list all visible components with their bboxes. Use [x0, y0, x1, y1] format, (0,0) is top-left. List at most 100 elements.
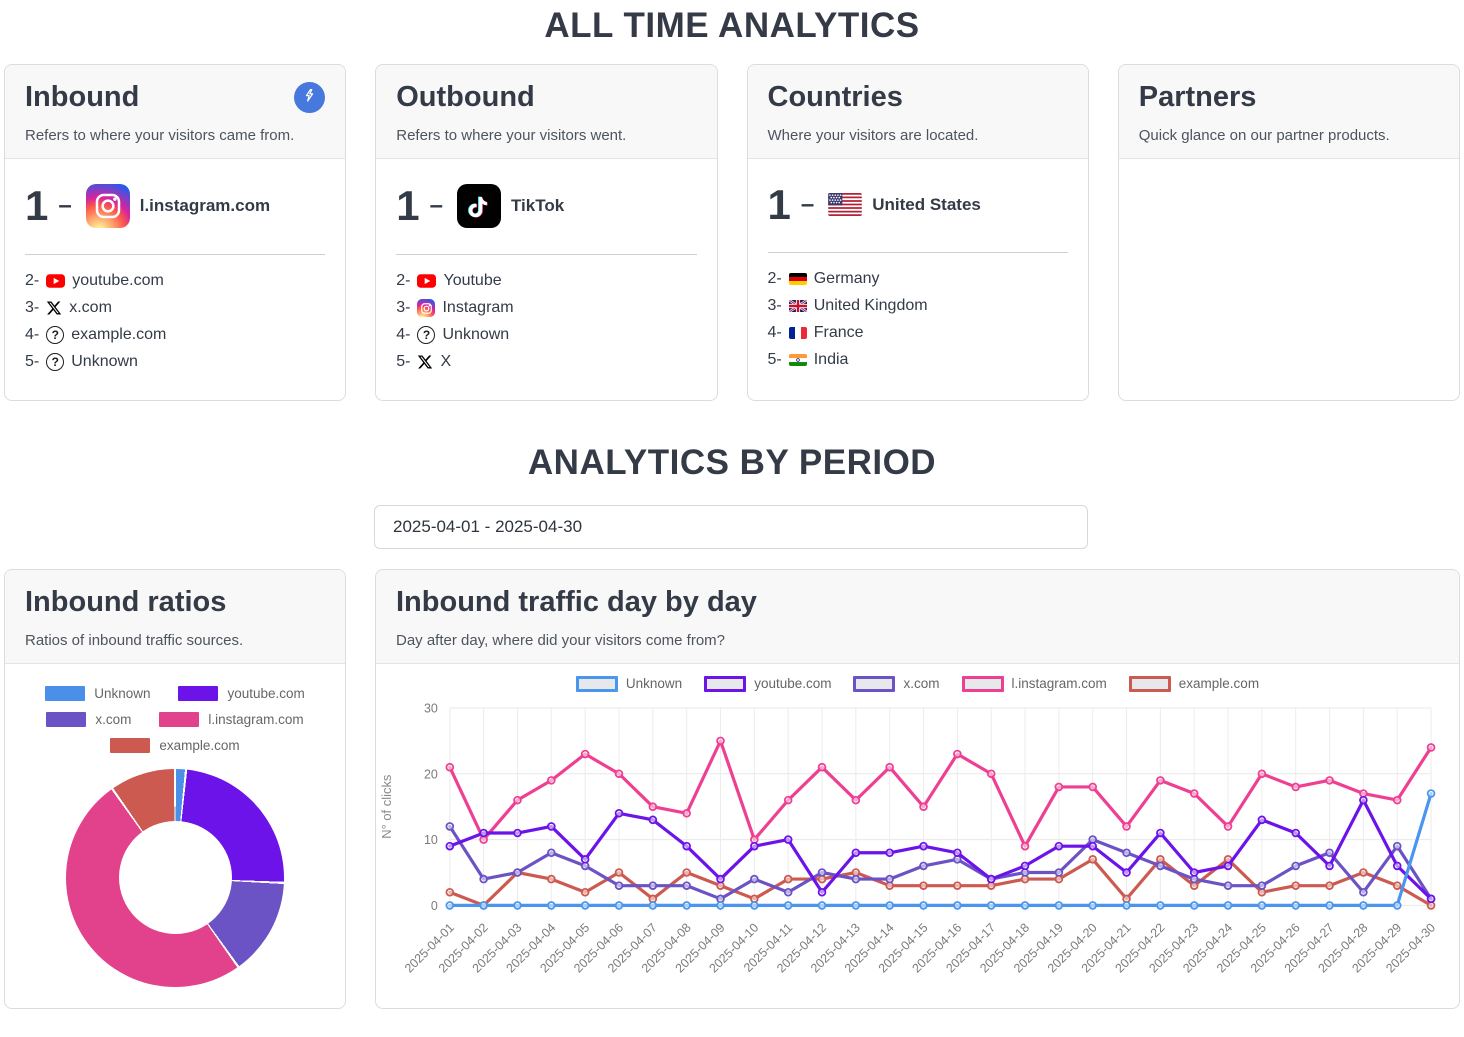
inbound-card-header: Inbound Refers to where your visitors ca… — [5, 65, 346, 159]
outbound-card-subtitle: Refers to where your visitors went. — [396, 126, 627, 144]
x-icon — [46, 300, 62, 316]
inbound-top-item: 1 – l.instagram.com — [25, 181, 271, 229]
list-item: 5- X — [396, 353, 452, 371]
list-item-label: X — [440, 353, 452, 371]
ratios-card-header: Inbound ratios Ratios of inbound traffic… — [5, 570, 345, 664]
list-item: 5- ? Unknown — [25, 353, 138, 372]
list-item-label: Unknown — [71, 353, 138, 371]
divider — [25, 253, 326, 255]
list-item-label: example.com — [71, 326, 167, 344]
legend-swatch — [961, 675, 1004, 692]
inbound-ratios-donut-chart — [66, 768, 284, 987]
outbound-rank-list: 2- Youtube 3- Instagram 4- ? Unknown — [376, 271, 716, 397]
outbound-card: Outbound Refers to where your visitors w… — [375, 64, 718, 401]
list-item: 4- France — [767, 324, 864, 342]
legend-swatch — [110, 737, 151, 753]
list-item-label: Germany — [813, 270, 880, 288]
legend-item-instagram[interactable]: l.instagram.com — [159, 711, 304, 727]
outbound-card-header: Outbound Refers to where your visitors w… — [376, 65, 717, 159]
inbound-traffic-card: Inbound traffic day by day Day after day… — [375, 569, 1460, 1009]
partners-card-subtitle: Quick glance on our partner products. — [1138, 126, 1390, 144]
list-item: 4- ? example.com — [25, 326, 167, 345]
list-item: 4- ? Unknown — [396, 326, 510, 345]
flag-uk-icon — [788, 300, 807, 313]
list-item-label: Unknown — [442, 326, 510, 344]
line-chart-legend: Unknown youtube.com x.com l.instagram.co… — [386, 675, 1449, 692]
page-title: ALL TIME ANALYTICS — [544, 6, 920, 45]
lightning-bolt-icon — [301, 87, 318, 109]
svg-text:10: 10 — [424, 833, 438, 847]
divider — [767, 251, 1068, 253]
svg-text:30: 30 — [424, 701, 438, 715]
youtube-icon — [417, 274, 437, 289]
outbound-top-rank: 1 — [396, 181, 420, 229]
all-time-cards-row: Inbound Refers to where your visitors ca… — [4, 64, 1460, 401]
list-item-label: youtube.com — [72, 272, 164, 290]
period-cards-row: Inbound ratios Ratios of inbound traffic… — [4, 569, 1460, 1009]
list-item-label: Instagram — [442, 299, 514, 317]
question-icon: ? — [46, 353, 65, 372]
countries-card-header: Countries Where your visitors are locate… — [747, 65, 1088, 159]
legend-item-youtube[interactable]: youtube.com — [704, 675, 831, 692]
inbound-top-label: l.instagram.com — [139, 195, 271, 215]
flag-india-icon — [788, 354, 807, 367]
legend-swatch — [178, 685, 219, 701]
ratios-card-title: Inbound ratios — [25, 586, 227, 618]
list-item-label: India — [813, 351, 849, 369]
legend-item-example[interactable]: example.com — [1128, 675, 1259, 692]
legend-item-x[interactable]: x.com — [853, 675, 940, 692]
instagram-icon — [417, 299, 436, 318]
traffic-card-subtitle: Day after day, where did your visitors c… — [396, 631, 726, 649]
svg-text:N° of clicks: N° of clicks — [379, 774, 394, 839]
legend-swatch — [159, 711, 200, 727]
question-icon: ? — [417, 326, 436, 345]
list-item: 3- United Kingdom — [767, 297, 928, 315]
legend-swatch — [853, 675, 896, 692]
inbound-card: Inbound Refers to where your visitors ca… — [4, 64, 347, 401]
countries-card-title: Countries — [767, 81, 903, 113]
donut-hole — [118, 821, 232, 935]
outbound-top-item: 1 – TikTok — [396, 181, 565, 229]
list-item-label: x.com — [69, 299, 112, 317]
list-item: 5- India — [767, 351, 849, 369]
period-title: ANALYTICS BY PERIOD — [527, 443, 937, 482]
youtube-icon — [46, 274, 66, 289]
inbound-rank-list: 2- youtube.com 3- x.com 4- ? example.com… — [5, 271, 345, 397]
traffic-card-title: Inbound traffic day by day — [396, 586, 757, 618]
legend-item-example[interactable]: example.com — [110, 737, 240, 753]
inbound-top-rank: 1 — [25, 181, 49, 229]
list-item: 3- Instagram — [396, 299, 514, 318]
x-icon — [417, 354, 433, 370]
flag-us-icon — [828, 193, 863, 217]
tiktok-icon — [456, 183, 501, 228]
legend-swatch — [46, 711, 87, 727]
list-item-label: France — [813, 324, 864, 342]
partners-card-header: Partners Quick glance on our partner pro… — [1118, 65, 1459, 159]
period-row — [374, 505, 1088, 549]
donut-legend: Unknown youtube.com x.com l.instagram.co… — [23, 685, 327, 753]
lightning-badge-button[interactable] — [294, 82, 326, 113]
partners-card-title: Partners — [1138, 81, 1257, 113]
legend-item-x[interactable]: x.com — [46, 711, 131, 727]
flag-france-icon — [788, 327, 807, 340]
countries-card: Countries Where your visitors are locate… — [746, 64, 1089, 401]
legend-item-youtube[interactable]: youtube.com — [178, 685, 305, 701]
ratios-card-subtitle: Ratios of inbound traffic sources. — [25, 631, 244, 649]
svg-text:0: 0 — [431, 899, 438, 913]
instagram-icon — [85, 183, 130, 228]
inbound-card-title: Inbound — [25, 81, 140, 113]
legend-item-unknown[interactable]: Unknown — [575, 675, 682, 692]
legend-swatch — [575, 675, 618, 692]
svg-text:20: 20 — [424, 767, 438, 781]
legend-item-instagram[interactable]: l.instagram.com — [961, 675, 1107, 692]
legend-swatch — [1128, 675, 1171, 692]
inbound-card-subtitle: Refers to where your visitors came from. — [25, 126, 295, 144]
list-item: 2- youtube.com — [25, 272, 164, 290]
list-item: 2- Germany — [767, 270, 880, 288]
countries-top-label: United States — [872, 194, 981, 214]
countries-rank-list: 2- Germany 3- United Kingdom 4- France 5… — [748, 269, 1088, 395]
list-item: 3- x.com — [25, 299, 112, 317]
outbound-card-title: Outbound — [396, 81, 535, 113]
legend-item-unknown[interactable]: Unknown — [45, 685, 150, 701]
date-range-input[interactable] — [374, 505, 1088, 549]
